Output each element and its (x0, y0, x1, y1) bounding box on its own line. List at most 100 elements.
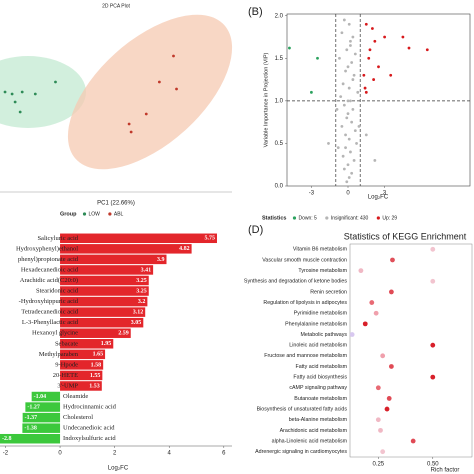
plot-frame (286, 13, 471, 187)
legend-label: Down: 5 (298, 215, 317, 221)
point (341, 82, 345, 86)
legend-marker (108, 212, 112, 216)
bubble (380, 449, 386, 455)
category-label: Sebacate (55, 340, 78, 347)
point (425, 48, 429, 52)
point (144, 112, 148, 116)
point (347, 22, 351, 26)
value-label: 3.2 (138, 299, 146, 305)
point (347, 86, 351, 90)
bubble (378, 427, 383, 433)
bubble (362, 321, 368, 327)
point (316, 56, 319, 60)
value-label: 1.58 (91, 362, 102, 368)
category-label: Hexadecanedioic acid (21, 266, 79, 273)
bar (60, 286, 149, 296)
point (172, 54, 175, 58)
bubble (373, 310, 379, 316)
bar (60, 265, 154, 275)
point (349, 39, 352, 43)
point (372, 78, 376, 81)
point (349, 99, 352, 103)
point (367, 56, 371, 60)
category-label: Fructose and mannose metabolism (264, 353, 347, 359)
category-label: Renin secretion (310, 289, 347, 295)
group-ellipse (67, 14, 233, 170)
category-label: alpha-Linolenic acid metabolism (272, 438, 348, 444)
category-label: Vitamin B6 metabolism (293, 247, 348, 253)
value-label: -1.04 (34, 394, 47, 400)
bar (60, 328, 131, 338)
legend-label: LOW (89, 211, 101, 217)
x-tick-label: 0.50 (427, 462, 439, 468)
bar (60, 381, 102, 391)
point (346, 99, 350, 103)
bar (22, 412, 61, 423)
chart-title: 2D PCA Plot (102, 3, 130, 9)
category-label: -Hydroxyhippuric acid (19, 298, 79, 305)
y-tick-label: 0.5 (275, 141, 284, 147)
point (3, 90, 7, 94)
point (345, 48, 349, 52)
bar (60, 307, 146, 317)
point (389, 73, 393, 77)
bubble (430, 246, 436, 252)
point (10, 92, 14, 96)
category-label: Stearidonic acid (36, 288, 79, 295)
point (336, 146, 340, 150)
point (355, 142, 358, 145)
x-tick-label: 0 (346, 191, 350, 197)
point (345, 116, 349, 120)
group-ellipse (0, 56, 86, 128)
point (310, 90, 313, 94)
category-label: Salicyluric acid (37, 235, 78, 242)
bubble (369, 300, 375, 305)
legend-title: Group (60, 211, 77, 217)
value-label: 5.75 (204, 236, 215, 242)
bubble (410, 438, 416, 444)
point (373, 39, 377, 43)
category-label: 3'-UMP (57, 382, 78, 389)
bubble (384, 406, 390, 412)
bubble (390, 257, 395, 263)
point (350, 120, 354, 124)
category-label: Regulation of lipolysis in adipocytes (263, 300, 347, 306)
bubble (380, 353, 386, 359)
point (364, 22, 368, 26)
point (342, 167, 346, 171)
bubble (430, 374, 436, 380)
bar (60, 360, 104, 370)
x-tick-label: 4 (168, 451, 172, 457)
category-label: phenyl)propionate acid (18, 256, 79, 263)
x-axis-label: Log₂FC (368, 195, 389, 201)
plot-frame (349, 243, 473, 458)
bar (60, 349, 106, 360)
category-label: Vascular smooth muscle contraction (262, 257, 347, 263)
legend-label: ABL (114, 211, 124, 217)
point (344, 69, 347, 73)
category-label: Tetradecanedioic acid (21, 309, 78, 316)
bubble (388, 289, 394, 295)
point (356, 90, 360, 94)
category-label: Biosynthesis of unsaturated fatty acids (257, 406, 348, 412)
point (54, 80, 57, 84)
category-label: Adrenergic signaling in cardiomyocytes (255, 449, 347, 455)
category-label: Linoleic acid metabolism (289, 343, 347, 349)
value-label: 3.25 (136, 278, 147, 284)
value-label: 3.12 (133, 310, 144, 316)
point (339, 95, 343, 98)
bar-group: Salicyluric acid 5.75 Hydroxyphenyl)ethano… (0, 233, 217, 444)
point (353, 52, 357, 56)
point (342, 18, 346, 22)
point (350, 61, 354, 64)
point (347, 137, 351, 141)
point (129, 130, 133, 134)
y-tick-label: 0.0 (275, 184, 284, 190)
point (157, 80, 161, 84)
point (344, 146, 347, 150)
bar (0, 433, 61, 444)
category-label: Hexanoyl glycine (32, 330, 78, 337)
category-label: Butanoate metabolism (294, 396, 347, 402)
bar (25, 402, 61, 412)
